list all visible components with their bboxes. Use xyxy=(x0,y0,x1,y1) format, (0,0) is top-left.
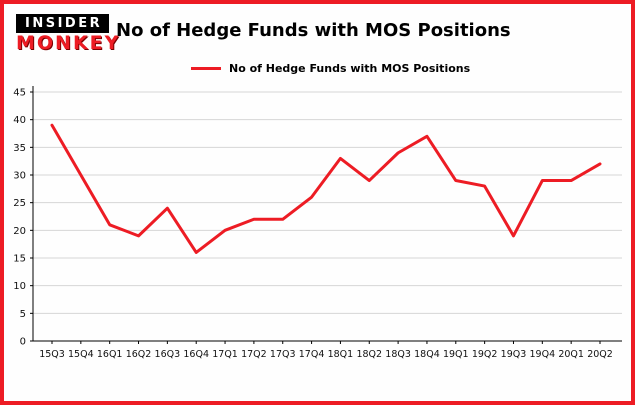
data-line xyxy=(50,123,602,254)
y-axis-labels: 0 5 10 15 20 25 30 35 40 45 xyxy=(13,88,26,348)
svg-text:15: 15 xyxy=(13,254,26,265)
svg-text:16Q1: 16Q1 xyxy=(97,349,123,360)
svg-text:19Q2: 19Q2 xyxy=(472,349,498,360)
svg-text:18Q2: 18Q2 xyxy=(356,349,382,360)
svg-text:40: 40 xyxy=(13,115,26,126)
svg-text:16Q3: 16Q3 xyxy=(155,349,181,360)
svg-text:18Q1: 18Q1 xyxy=(328,349,354,360)
svg-text:20: 20 xyxy=(13,226,26,237)
legend-label: No of Hedge Funds with MOS Positions xyxy=(229,62,471,75)
legend: No of Hedge Funds with MOS Positions xyxy=(191,62,470,75)
axes xyxy=(30,86,622,344)
logo-insider-text: INSIDER xyxy=(16,14,110,33)
svg-text:0: 0 xyxy=(20,337,26,348)
x-axis-labels: 15Q3 15Q4 16Q1 16Q2 16Q3 16Q4 17Q1 17Q2 17Q3 17Q4… xyxy=(39,349,613,360)
svg-text:16Q4: 16Q4 xyxy=(183,349,209,360)
insider-monkey-logo: INSIDER MONKEY xyxy=(16,14,120,53)
svg-text:30: 30 xyxy=(13,171,26,182)
svg-text:20Q1: 20Q1 xyxy=(558,349,584,360)
line-chart: 0 5 10 15 20 25 30 35 40 45 15Q3 15Q4 16Q1 16Q2 16Q3 16… xyxy=(13,86,622,360)
svg-text:17Q1: 17Q1 xyxy=(212,349,238,360)
svg-text:20Q2: 20Q2 xyxy=(587,349,613,360)
svg-text:17Q3: 17Q3 xyxy=(270,349,296,360)
svg-text:15Q3: 15Q3 xyxy=(39,349,65,360)
chart-title: No of Hedge Funds with MOS Positions xyxy=(116,20,511,41)
svg-text:25: 25 xyxy=(13,198,26,209)
svg-text:5: 5 xyxy=(20,309,26,320)
plot-area: 0 5 10 15 20 25 30 35 40 45 15Q3 15Q4 16Q1 16Q2 16Q3 16… xyxy=(4,84,631,384)
svg-text:18Q3: 18Q3 xyxy=(385,349,411,360)
svg-text:19Q1: 19Q1 xyxy=(443,349,469,360)
svg-text:10: 10 xyxy=(13,281,26,292)
legend-line-swatch xyxy=(191,67,221,70)
svg-text:17Q4: 17Q4 xyxy=(299,349,325,360)
svg-text:15Q4: 15Q4 xyxy=(68,349,94,360)
svg-text:16Q2: 16Q2 xyxy=(126,349,152,360)
svg-text:18Q4: 18Q4 xyxy=(414,349,440,360)
svg-text:45: 45 xyxy=(13,88,26,99)
svg-text:19Q3: 19Q3 xyxy=(501,349,527,360)
svg-text:17Q2: 17Q2 xyxy=(241,349,267,360)
gridlines xyxy=(33,91,622,314)
logo-monkey-text: MONKEY xyxy=(16,32,121,54)
svg-text:19Q4: 19Q4 xyxy=(530,349,556,360)
svg-text:35: 35 xyxy=(13,143,26,154)
